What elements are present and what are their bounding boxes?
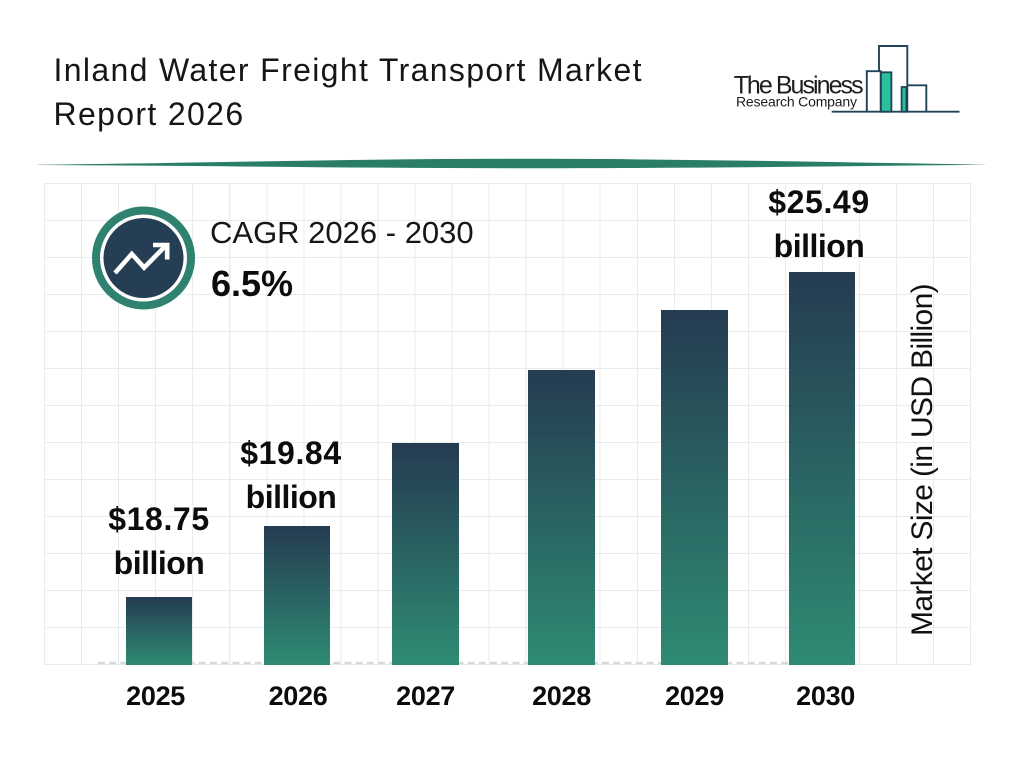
- svg-text:The Business: The Business: [734, 72, 864, 100]
- svg-text:Research Company: Research Company: [736, 94, 857, 110]
